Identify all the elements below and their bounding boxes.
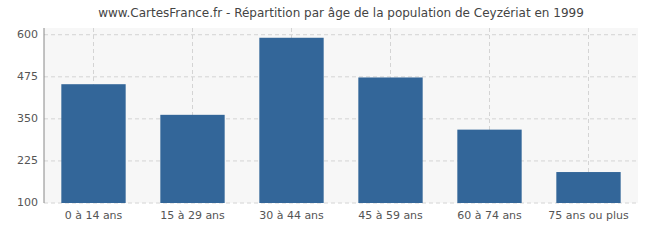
x-tick-labels: 0 à 14 ans 15 à 29 ans 30 à 44 ans 45 à 59 … — [65, 209, 629, 222]
bars — [61, 38, 620, 203]
title: www.CartesFrance.fr - Répartition par âg… — [98, 6, 584, 20]
y-grid-line — [44, 203, 638, 204]
y-grid-line — [44, 160, 638, 161]
y-tick-label: 225 — [17, 154, 38, 167]
bar — [556, 172, 620, 203]
y-grid-line — [44, 76, 638, 77]
x-tick-label: 75 ans ou plus — [548, 209, 629, 222]
y-axis-line — [44, 28, 45, 203]
bar — [457, 130, 521, 203]
plot-background — [44, 28, 638, 203]
bar — [358, 77, 422, 203]
bar — [259, 38, 323, 203]
x-tick-label: 0 à 14 ans — [65, 209, 123, 222]
grid — [44, 28, 638, 203]
y-tick-labels: 100 225 350 475 600 — [17, 28, 38, 209]
bar — [61, 84, 125, 203]
y-tick-label: 350 — [17, 112, 38, 125]
bar — [160, 115, 224, 203]
x-tick-label: 30 à 44 ans — [259, 209, 324, 222]
y-tick-label: 475 — [17, 70, 38, 83]
x-tick-label: 45 à 59 ans — [358, 209, 423, 222]
x-tick-label: 15 à 29 ans — [160, 209, 225, 222]
y-tick-label: 600 — [17, 28, 38, 41]
chart-svg: 100 225 350 475 600 0 à 14 ans 15 à 29 ans 30 à… — [0, 0, 650, 229]
y-tick-label: 100 — [17, 196, 38, 209]
chart-container: 100 225 350 475 600 0 à 14 ans 15 à 29 ans 30 à… — [0, 0, 650, 229]
y-grid-line — [44, 118, 638, 119]
x-tick-label: 60 à 74 ans — [457, 209, 522, 222]
y-grid-line — [44, 34, 638, 35]
